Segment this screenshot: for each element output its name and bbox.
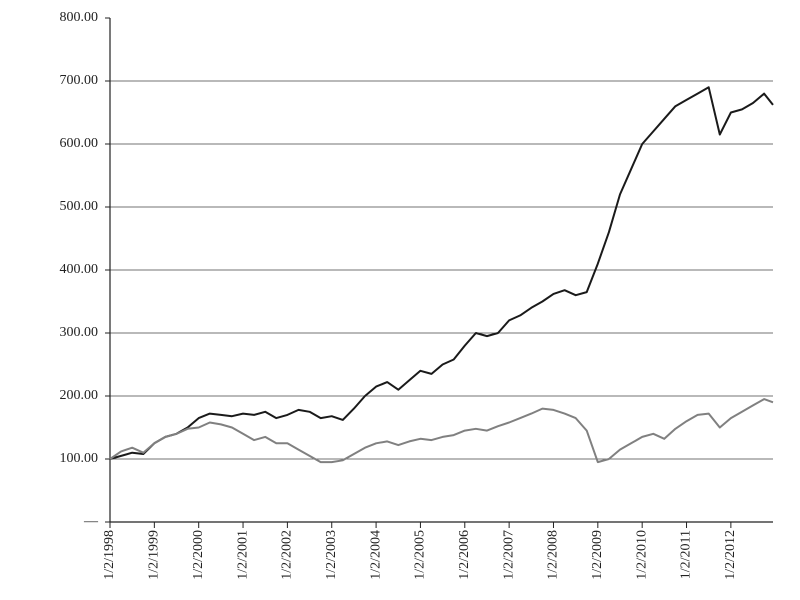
series-line bbox=[109, 398, 774, 464]
series-line bbox=[109, 86, 774, 460]
x-tick-label: 1/2/2005 bbox=[413, 530, 428, 580]
y-tick-label: 100.00 bbox=[60, 451, 99, 466]
y-tick-label: 200.00 bbox=[60, 388, 99, 403]
y-tick-label: 700.00 bbox=[60, 73, 99, 88]
x-tick-label: 1/2/2008 bbox=[546, 530, 561, 580]
x-tick-label: 1/2/2011 bbox=[679, 530, 694, 579]
x-tick-label: 1/2/2000 bbox=[191, 530, 206, 580]
x-tick-label: 1/2/2012 bbox=[723, 530, 738, 580]
x-tick-label: 1/2/2010 bbox=[634, 530, 649, 580]
x-tick-label: 1/2/2004 bbox=[368, 530, 383, 580]
y-tick-label: — bbox=[83, 514, 99, 529]
y-tick-label: 400.00 bbox=[60, 262, 99, 277]
x-tick-label: 1/2/2009 bbox=[590, 530, 605, 580]
x-tick-label: 1/2/1998 bbox=[102, 530, 117, 580]
y-tick-label: 800.00 bbox=[60, 10, 99, 25]
x-tick-label: 1/2/1999 bbox=[147, 530, 162, 580]
x-tick-label: 1/2/2001 bbox=[235, 530, 250, 580]
y-tick-label: 500.00 bbox=[60, 199, 99, 214]
x-tick-label: 1/2/2007 bbox=[501, 530, 516, 580]
y-tick-label: 600.00 bbox=[60, 136, 99, 151]
x-tick-label: 1/2/2006 bbox=[457, 530, 472, 580]
x-tick-label: 1/2/2003 bbox=[324, 530, 339, 580]
x-tick-label: 1/2/2002 bbox=[280, 530, 295, 580]
y-tick-label: 300.00 bbox=[60, 325, 99, 340]
